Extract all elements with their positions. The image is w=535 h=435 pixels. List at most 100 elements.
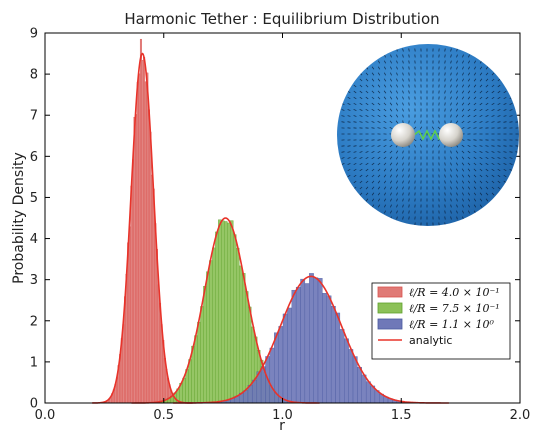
flow-arrow (383, 180, 387, 184)
flow-arrow (509, 103, 513, 105)
bead-left (391, 123, 415, 147)
flow-arrow (467, 66, 471, 70)
histogram-bar (322, 292, 327, 404)
flow-arrow (450, 48, 452, 52)
histogram-bar (282, 313, 288, 404)
flow-arrow (467, 180, 471, 184)
y-tick-label: 7 (30, 109, 38, 124)
flow-arrow (485, 186, 489, 190)
flow-arrow (383, 198, 387, 202)
sphere (337, 44, 519, 226)
flow-arrow (371, 114, 375, 118)
flow-arrow (353, 168, 357, 172)
flow-arrow (450, 156, 452, 160)
flow-arrow (509, 121, 513, 123)
flow-arrow (468, 54, 470, 58)
flow-arrow (389, 174, 393, 178)
flow-arrow (389, 90, 393, 94)
flow-arrow (491, 78, 495, 82)
flow-arrow (461, 126, 465, 130)
histogram-bar (242, 273, 246, 404)
histogram-bar (157, 284, 160, 404)
flow-arrow (479, 127, 483, 129)
legend-swatch (377, 318, 403, 330)
flow-arrow (479, 114, 483, 118)
flow-arrow (485, 78, 489, 82)
flow-arrow (359, 186, 363, 190)
flow-arrow (456, 66, 458, 70)
flow-arrow (389, 102, 393, 106)
flow-arrow (450, 162, 452, 166)
flow-arrow (467, 144, 471, 148)
flow-arrow (444, 162, 446, 166)
flow-arrow (353, 151, 357, 153)
flow-arrow (408, 72, 410, 76)
flow-arrow (467, 102, 471, 106)
flow-arrow (396, 204, 398, 208)
flow-arrow (341, 109, 345, 111)
flow-arrow (467, 60, 471, 64)
flow-arrow (353, 180, 357, 184)
flow-arrow (432, 120, 434, 124)
flow-arrow (377, 127, 381, 129)
flow-arrow (359, 145, 363, 147)
flow-arrow (479, 168, 483, 172)
flow-arrow (408, 108, 410, 112)
flow-arrow (497, 168, 501, 172)
flow-arrow (467, 156, 471, 160)
flow-arrow (479, 96, 483, 100)
histogram-bar (309, 273, 314, 404)
flow-arrow (377, 180, 381, 184)
flow-arrow (444, 204, 446, 208)
flow-arrow (383, 150, 387, 154)
flow-arrow (408, 216, 410, 220)
flow-arrow (353, 115, 357, 117)
flow-arrow (479, 180, 483, 184)
histogram-bar (146, 72, 149, 404)
flow-arrow (402, 168, 404, 172)
flow-arrow (389, 84, 393, 88)
histogram-bar (139, 38, 142, 404)
flow-arrow (402, 156, 404, 160)
flow-arrow (450, 198, 452, 202)
flow-arrow (444, 192, 446, 196)
flow-arrow (389, 126, 393, 130)
flow-arrow (365, 102, 369, 106)
flow-arrow (456, 186, 458, 190)
flow-arrow (473, 174, 477, 178)
flow-arrow (341, 121, 345, 123)
histogram-bar (136, 81, 139, 404)
flow-arrow (461, 162, 465, 166)
flow-arrow (497, 151, 501, 153)
flow-arrow (461, 150, 465, 154)
y-tick-label: 1 (30, 355, 38, 370)
flow-arrow (396, 90, 398, 94)
flow-arrow (383, 102, 387, 106)
flow-arrow (461, 139, 465, 141)
flow-arrow (383, 84, 387, 88)
histogram-bar (269, 347, 275, 404)
flow-arrow (371, 84, 375, 88)
histogram-bar (149, 131, 152, 404)
flow-arrow (383, 139, 387, 141)
flow-arrow (497, 145, 501, 147)
flow-arrow (497, 121, 501, 123)
flow-arrow (467, 198, 471, 202)
histogram-bar (245, 291, 249, 404)
flow-arrow (431, 138, 435, 142)
flow-arrow (359, 90, 363, 94)
chart-title: Harmonic Tether : Equilibrium Distributi… (124, 10, 439, 28)
flow-arrow (395, 156, 399, 160)
flow-arrow (396, 54, 398, 58)
flow-arrow (503, 109, 507, 111)
flow-arrow (491, 174, 495, 178)
flow-arrow (456, 210, 458, 214)
flow-arrow (461, 120, 465, 124)
tether-spring (413, 129, 443, 141)
flow-arrow (455, 120, 459, 124)
flow-arrow (491, 96, 495, 100)
flow-arrow (497, 90, 501, 94)
flow-arrow (450, 168, 452, 172)
flow-arrow (450, 78, 452, 82)
y-tick-label: 3 (30, 273, 38, 288)
